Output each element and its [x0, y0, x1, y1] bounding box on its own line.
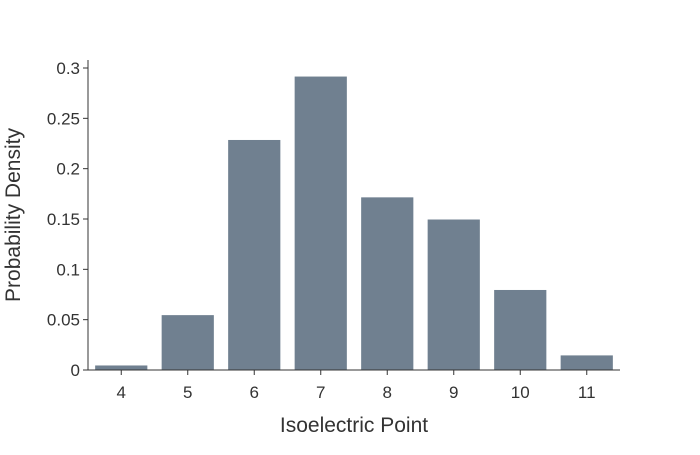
- bar-9: [426, 218, 481, 371]
- x-tick-label: 10: [511, 383, 530, 402]
- bar-10: [493, 288, 548, 371]
- bar-11: [559, 354, 614, 371]
- y-tick-label: 0.1: [56, 260, 80, 279]
- bar-7: [293, 75, 348, 371]
- y-tick-label: 0.05: [47, 311, 80, 330]
- x-tick-label: 8: [383, 383, 392, 402]
- x-tick-label: 4: [117, 383, 126, 402]
- y-tick-label: 0.2: [56, 160, 80, 179]
- x-tick-label: 9: [449, 383, 458, 402]
- y-tick-label: 0: [71, 361, 80, 380]
- bar-8: [360, 196, 415, 371]
- x-tick-label: 5: [183, 383, 192, 402]
- y-tick-label: 0.25: [47, 109, 80, 128]
- y-axis: 0 0.05 0.1 0.15 0.2 0.25 0.3: [47, 59, 89, 380]
- bar-4: [94, 364, 149, 371]
- x-axis-title: Isoelectric Point: [280, 414, 428, 437]
- y-tick-label: 0.3: [56, 59, 80, 78]
- x-tick-label: 11: [578, 383, 596, 402]
- x-tick-label: 6: [250, 383, 259, 402]
- bars-group: [94, 75, 614, 371]
- x-tick-label: 7: [316, 383, 325, 402]
- y-tick-label: 0.15: [47, 210, 80, 229]
- x-axis: 4 5 6 7 8 9 10 11: [88, 369, 620, 402]
- bar-5: [160, 314, 215, 371]
- bar-6: [227, 138, 282, 371]
- y-axis-title: Probability Density: [2, 128, 25, 302]
